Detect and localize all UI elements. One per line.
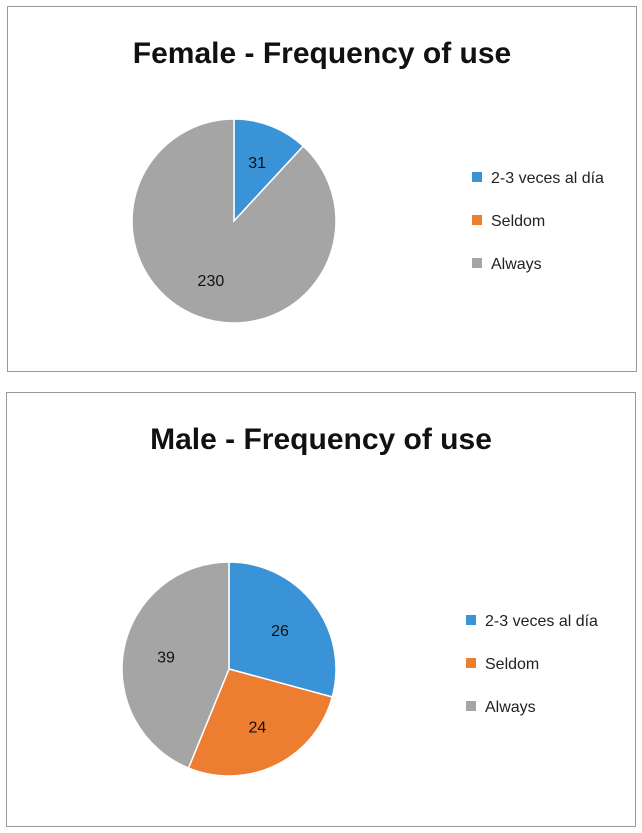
pie-slice-seldom <box>187 668 334 777</box>
legend-label: Seldom <box>491 213 545 230</box>
legend-swatch <box>466 658 476 668</box>
data-label: 24 <box>249 720 267 737</box>
legend: 2-3 veces al día Seldom Always <box>472 170 604 273</box>
pie-slice-always <box>121 561 230 770</box>
female-pie-chart: Female - Frequency of use 31 230 2-3 vece… <box>131 37 604 324</box>
legend-label: 2-3 veces al día <box>485 613 598 630</box>
data-label: 39 <box>157 650 175 667</box>
slices <box>131 118 337 324</box>
legend-swatch <box>472 172 482 182</box>
data-labels: 31 230 <box>198 155 267 290</box>
data-label: 31 <box>248 155 266 172</box>
male-pie-chart: Male - Frequency of use 26 24 39 2-3 veces… <box>121 423 598 777</box>
legend-label: 2-3 veces al día <box>491 170 604 187</box>
pie-slice-2-3-veces-al-d-a <box>228 561 337 698</box>
legend: 2-3 veces al día Seldom Always <box>466 613 598 716</box>
data-label: 230 <box>198 273 225 290</box>
chart-title: Female - Frequency of use <box>133 37 511 70</box>
male-chart-panel: Male - Frequency of use 26 24 39 2-3 veces… <box>6 392 636 827</box>
data-label: 26 <box>271 623 289 640</box>
legend-label: Always <box>491 256 542 273</box>
legend-swatch <box>472 258 482 268</box>
legend-swatch <box>466 701 476 711</box>
pie-slice-always <box>131 118 337 324</box>
chart-title: Male - Frequency of use <box>150 423 492 456</box>
legend-label: Seldom <box>485 656 539 673</box>
legend-swatch <box>472 215 482 225</box>
legend-swatch <box>466 615 476 625</box>
slices <box>121 561 337 777</box>
legend-label: Always <box>485 699 536 716</box>
pie-slice-2-3-veces-al-d-a <box>233 118 305 223</box>
female-chart-panel: Female - Frequency of use 31 230 2-3 vece… <box>7 6 637 372</box>
data-labels: 26 24 39 <box>157 623 289 737</box>
